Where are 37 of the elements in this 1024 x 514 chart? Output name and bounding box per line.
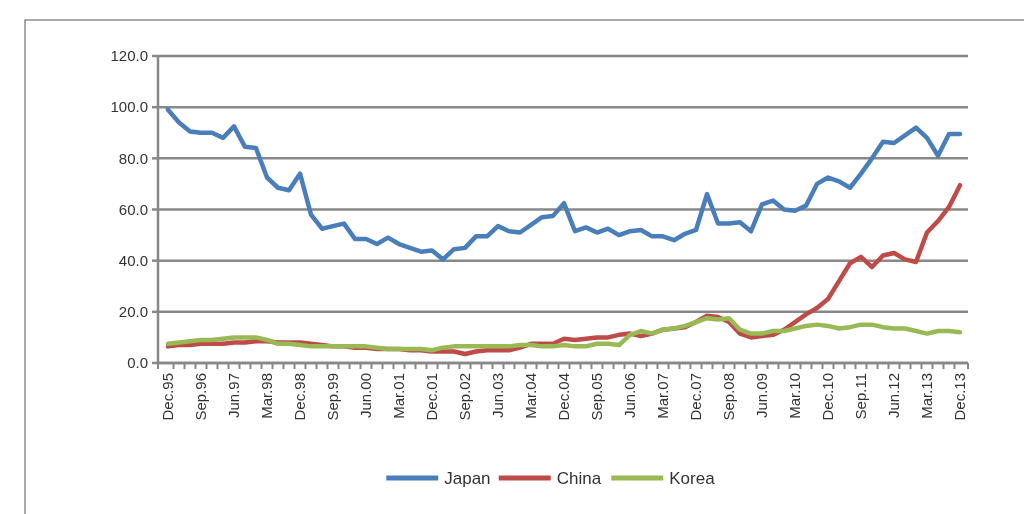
legend-label: Korea — [669, 468, 716, 488]
y-tick-label: 100.0 — [110, 98, 148, 116]
x-tick-label: Dec.98 — [291, 373, 309, 421]
x-tick-label: Dec.04 — [555, 373, 573, 421]
x-tick-label: Jun.03 — [489, 373, 507, 419]
x-tick-label: Mar.13 — [918, 373, 936, 419]
x-tick-label: Jun.06 — [621, 373, 639, 419]
x-tick-label: Dec.01 — [423, 373, 441, 421]
x-tick-label: Mar.04 — [522, 373, 540, 419]
x-tick-label: Sep.08 — [720, 373, 738, 421]
x-tick-label: Jun.97 — [225, 373, 243, 419]
x-tick-label: Sep.05 — [588, 373, 606, 421]
x-tick-label: Sep.02 — [456, 373, 474, 421]
line-series — [165, 315, 963, 353]
y-tick-label: 20.0 — [118, 303, 148, 321]
legend-label: China — [556, 468, 602, 488]
x-tick-label: Jun.00 — [357, 373, 375, 419]
x-tick-label: Jun.12 — [885, 373, 903, 419]
y-tick-label: 80.0 — [118, 149, 148, 167]
x-tick-label: Dec.10 — [819, 373, 837, 421]
x-tick-label: Jun.09 — [753, 373, 771, 419]
x-tick-label: Sep.96 — [192, 373, 210, 421]
line-series — [165, 107, 963, 262]
y-tick-label: 60.0 — [118, 200, 148, 218]
y-tick-label: 120.0 — [110, 47, 148, 65]
x-tick-label: Mar.01 — [390, 373, 408, 419]
x-tick-label: Dec.95 — [159, 373, 177, 421]
x-tick-label: Mar.98 — [258, 373, 276, 419]
x-tick-label: Mar.10 — [786, 373, 804, 419]
x-tick-label: Mar.07 — [654, 373, 672, 419]
x-tick-label: Sep.11 — [852, 373, 870, 420]
x-tick-label: Dec.13 — [951, 373, 969, 421]
y-tick-label: 40.0 — [118, 251, 148, 269]
x-tick-label: Dec.07 — [687, 373, 705, 421]
x-tick-label: Sep.99 — [324, 373, 342, 421]
y-tick-label: 0.0 — [127, 354, 148, 372]
legend-label: Japan — [444, 468, 491, 488]
